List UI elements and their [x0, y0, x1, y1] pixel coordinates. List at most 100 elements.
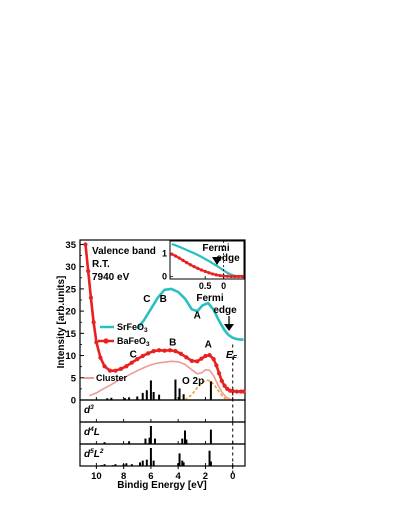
peak-label-a: A	[205, 340, 212, 351]
bafeo3-marker	[107, 368, 113, 373]
bottom-x-tick-label: 8	[121, 471, 126, 482]
inset-bafeo3-marker	[185, 261, 189, 265]
main-cluster-sticks	[106, 379, 212, 400]
peak-label-c: C	[130, 349, 137, 360]
fermi-edge-label-inset-2: edge	[216, 253, 240, 264]
y-tick-label: 25	[65, 284, 76, 295]
fermi-edge-label-main-1: Fermi	[196, 293, 223, 304]
ef-label: EF	[226, 350, 238, 362]
inset-bafeo3-marker	[199, 268, 204, 272]
bafeo3-marker	[83, 242, 88, 247]
bafeo3-marker	[184, 355, 189, 360]
fermi-edge-label-inset-1: Fermi	[202, 243, 229, 254]
inset-bafeo3-marker	[218, 273, 222, 278]
bafeo3-marker	[140, 353, 145, 359]
sub-panel-frame	[79, 443, 246, 467]
bottom-x-tick-label: 2	[203, 471, 208, 482]
bafeo3-marker	[118, 366, 124, 371]
bafeo3-marker	[86, 269, 91, 274]
bottom-x-tick-label: 6	[148, 471, 153, 482]
bafeo3-marker	[241, 389, 246, 394]
fermi-arrow-main-icon	[224, 316, 234, 331]
y-tick-label: 15	[65, 329, 76, 340]
bafeo3-marker	[94, 340, 99, 345]
bottom-x-tick-label: 0	[230, 471, 235, 482]
peak-label-a: A	[194, 311, 201, 322]
inset-x-tick-label: 0	[221, 281, 226, 291]
inset-bafeo3-marker	[203, 269, 207, 273]
y-tick-label: 20	[65, 307, 76, 318]
inset-bafeo3-marker	[210, 272, 215, 276]
bafeo3-marker	[113, 368, 118, 373]
svg-text:Cluster: Cluster	[96, 373, 128, 383]
series-line-srfeo3	[136, 287, 244, 341]
bafeo3-marker	[216, 371, 222, 376]
bafeo3-marker	[151, 349, 156, 354]
inset-bafeo3-marker	[233, 274, 237, 279]
bafeo3-marker	[135, 357, 140, 362]
peak-label-b: B	[169, 337, 176, 348]
svg-text:BaFeO3: BaFeO3	[117, 336, 150, 348]
inset-bafeo3-marker	[225, 274, 229, 278]
bottom-x-ticks: 10 8 6 4 2 0	[91, 466, 235, 482]
inset-bafeo3-marker	[229, 274, 233, 279]
sub-panel-label: d3	[84, 404, 94, 416]
bafeo3-marker	[195, 359, 200, 364]
valence-band-label: Valence band	[92, 246, 156, 257]
bafeo3-marker	[230, 389, 235, 394]
y-tick-label: 10	[65, 351, 76, 362]
bafeo3-marker	[129, 360, 134, 365]
peak-label-b: B	[160, 294, 167, 305]
inset-bafeo3-marker	[207, 271, 211, 275]
fermi-edge-label-main-2: edge	[213, 305, 237, 316]
y-tick-label: 5	[71, 373, 77, 384]
bafeo3-marker	[167, 348, 173, 353]
o2p-label: O 2p	[182, 376, 204, 387]
inset-series	[170, 242, 244, 279]
inset-bafeo3-marker	[173, 254, 178, 258]
y-tick-label: 30	[65, 262, 76, 273]
inset-bafeo3-marker	[192, 264, 196, 269]
x-axis-label: Bindig Energy [eV]	[117, 480, 206, 491]
inset-x-tick-label: 0.5	[199, 281, 212, 291]
inset-bafeo3-marker	[214, 273, 218, 277]
bafeo3-marker	[234, 389, 239, 394]
series-line-o-2p	[184, 379, 228, 401]
inset-bafeo3-marker	[170, 252, 174, 256]
bafeo3-marker	[203, 353, 208, 359]
svg-text:SrFeO3: SrFeO3	[117, 322, 148, 334]
inset-y-tick-label: 0	[162, 272, 167, 282]
bafeo3-marker	[219, 378, 224, 383]
sub-panels: d3 d4L d5L2	[79, 399, 246, 467]
bafeo3-marker	[199, 356, 204, 361]
sub-panel-frame	[79, 421, 246, 445]
peak-label-c: C	[143, 294, 150, 305]
inset-bafeo3-marker	[236, 274, 241, 279]
inset-bafeo3-marker	[240, 274, 244, 279]
legend-cluster: Cluster	[84, 373, 128, 383]
bafeo3-marker	[98, 355, 103, 360]
bafeo3-marker	[211, 357, 216, 362]
y-tick-label: 35	[65, 240, 76, 251]
inset-y-tick-label: 1	[162, 249, 167, 259]
legend-bafeo3: BaFeO3	[98, 336, 150, 348]
bafeo3-marker	[102, 364, 107, 369]
inset-series-line-srfeo3	[171, 242, 243, 278]
inset-bafeo3-marker	[222, 274, 226, 278]
y-tick-label: 0	[71, 396, 76, 407]
bafeo3-marker	[146, 351, 151, 356]
bottom-x-tick-label: 10	[91, 471, 102, 482]
bafeo3-marker	[162, 348, 167, 353]
main-series	[83, 242, 246, 401]
photon-energy-label: 7940 eV	[92, 272, 130, 283]
bafeo3-marker	[207, 353, 212, 358]
bafeo3-marker	[173, 349, 178, 354]
series-line-cluster	[89, 360, 233, 401]
y-axis-label: Intensity [arb.units]	[56, 276, 67, 369]
sub-panel-frame	[79, 399, 246, 423]
inset-bafeo3-marker	[196, 266, 200, 271]
sub-panel-label: d4L	[84, 426, 100, 438]
